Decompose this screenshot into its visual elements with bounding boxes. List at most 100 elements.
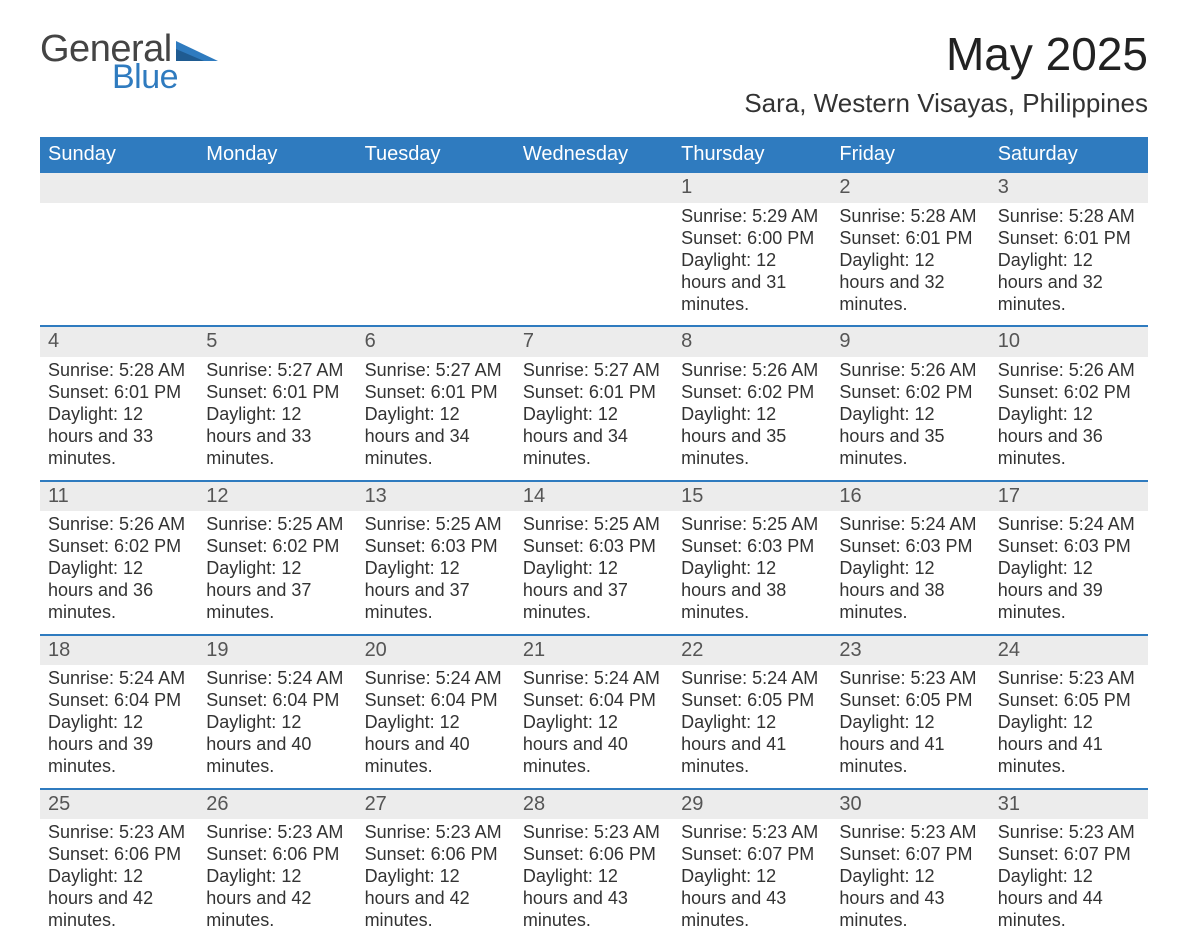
calendar-cell: 23Sunrise: 5:23 AMSunset: 6:05 PMDayligh… [831,636,989,788]
cell-body: Sunrise: 5:26 AMSunset: 6:02 PMDaylight:… [673,360,831,470]
day-number: 9 [831,327,989,356]
calendar-cell: 7Sunrise: 5:27 AMSunset: 6:01 PMDaylight… [515,327,673,479]
calendar-cell: 4 Sunrise: 5:28 AMSunset: 6:01 PMDaylight… [40,327,198,479]
sunset-line: Sunset: 6:04 PM [206,690,348,712]
calendar-header-cell: Tuesday [357,137,515,173]
daylight-line: Daylight: 12 hours and 32 minutes. [998,250,1140,316]
sunrise-line: Sunrise: 5:27 AM [523,360,665,382]
sunset-line: Sunset: 6:03 PM [365,536,507,558]
cell-body: Sunrise: 5:27 AMSunset: 6:01 PMDaylight:… [357,360,515,470]
sunrise-line: Sunrise: 5:23 AM [48,822,190,844]
cell-body: Sunrise: 5:28 AMSunset: 6:01 PMDaylight:… [990,206,1148,316]
day-number: 5 [198,327,356,356]
calendar-header-cell: Thursday [673,137,831,173]
cell-body: Sunrise: 5:24 AMSunset: 6:04 PMDaylight:… [515,668,673,778]
calendar-cell: 25 Sunrise: 5:23 AMSunset: 6:06 PMDayligh… [40,790,198,942]
calendar-cell: 19Sunrise: 5:24 AMSunset: 6:04 PMDayligh… [198,636,356,788]
calendar: SundayMondayTuesdayWednesdayThursdayFrid… [40,137,1148,942]
day-number: . [357,173,515,202]
calendar-cell: 6 Sunrise: 5:27 AMSunset: 6:01 PMDaylight… [357,327,515,479]
calendar-cell: 20Sunrise: 5:24 AMSunset: 6:04 PMDayligh… [357,636,515,788]
sunset-line: Sunset: 6:01 PM [365,382,507,404]
calendar-cell: 24 Sunrise: 5:23 AMSunset: 6:05 PMDayligh… [990,636,1148,788]
sunrise-line: Sunrise: 5:23 AM [206,822,348,844]
daylight-line: Daylight: 12 hours and 40 minutes. [365,712,507,778]
day-number: 13 [357,482,515,511]
day-number: 26 [198,790,356,819]
daylight-line: Daylight: 12 hours and 37 minutes. [206,558,348,624]
sunrise-line: Sunrise: 5:29 AM [681,206,823,228]
day-number: 4 [40,327,198,356]
sunrise-line: Sunrise: 5:23 AM [365,822,507,844]
calendar-cell: 14Sunrise: 5:25 AMSunset: 6:03 PMDayligh… [515,482,673,634]
calendar-cell: 12 Sunrise: 5:25 AMSunset: 6:02 PMDayligh… [198,482,356,634]
daylight-line: Daylight: 12 hours and 44 minutes. [998,866,1140,932]
calendar-week: 11 Sunrise: 5:26 AMSunset: 6:02 PMDayligh… [40,480,1148,634]
day-number: 30 [831,790,989,819]
page-title: May 2025 [744,30,1148,78]
sunrise-line: Sunrise: 5:23 AM [998,668,1140,690]
cell-body: Sunrise: 5:25 AMSunset: 6:02 PMDaylight:… [198,514,356,624]
cell-body: Sunrise: 5:24 AMSunset: 6:04 PMDaylight:… [357,668,515,778]
day-number: 10 [990,327,1148,356]
sunrise-line: Sunrise: 5:28 AM [48,360,190,382]
day-number: 11 [40,482,198,511]
sunset-line: Sunset: 6:01 PM [998,228,1140,250]
daylight-line: Daylight: 12 hours and 41 minutes. [998,712,1140,778]
title-block: May 2025 Sara, Western Visayas, Philippi… [744,30,1148,119]
day-number: . [515,173,673,202]
day-number: 12 [198,482,356,511]
sunrise-line: Sunrise: 5:26 AM [681,360,823,382]
daylight-line: Daylight: 12 hours and 41 minutes. [839,712,981,778]
cell-body: Sunrise: 5:28 AMSunset: 6:01 PMDaylight:… [40,360,198,470]
daylight-line: Daylight: 12 hours and 38 minutes. [839,558,981,624]
calendar-cell: 27Sunrise: 5:23 AMSunset: 6:06 PMDayligh… [357,790,515,942]
day-number: 6 [357,327,515,356]
daylight-line: Daylight: 12 hours and 35 minutes. [839,404,981,470]
sunrise-line: Sunrise: 5:23 AM [839,822,981,844]
cell-body: Sunrise: 5:23 AMSunset: 6:05 PMDaylight:… [831,668,989,778]
sunset-line: Sunset: 6:00 PM [681,228,823,250]
day-number: . [198,173,356,202]
day-number: 24 [990,636,1148,665]
cell-body: Sunrise: 5:24 AMSunset: 6:05 PMDaylight:… [673,668,831,778]
sunrise-line: Sunrise: 5:24 AM [998,514,1140,536]
daylight-line: Daylight: 12 hours and 34 minutes. [365,404,507,470]
sunset-line: Sunset: 6:06 PM [206,844,348,866]
day-number: 19 [198,636,356,665]
calendar-cell: . [40,173,198,325]
sunset-line: Sunset: 6:07 PM [839,844,981,866]
daylight-line: Daylight: 12 hours and 43 minutes. [523,866,665,932]
cell-body: Sunrise: 5:29 AMSunset: 6:00 PMDaylight:… [673,206,831,316]
daylight-line: Daylight: 12 hours and 37 minutes. [523,558,665,624]
day-number: 1 [673,173,831,202]
cell-body: Sunrise: 5:24 AMSunset: 6:03 PMDaylight:… [831,514,989,624]
calendar-cell: 5Sunrise: 5:27 AMSunset: 6:01 PMDaylight… [198,327,356,479]
cell-body: Sunrise: 5:26 AMSunset: 6:02 PMDaylight:… [40,514,198,624]
topbar: General Blue May 2025 Sara, Western Visa… [40,30,1148,119]
daylight-line: Daylight: 12 hours and 40 minutes. [523,712,665,778]
calendar-header-cell: Monday [198,137,356,173]
calendar-cell: 26Sunrise: 5:23 AMSunset: 6:06 PMDayligh… [198,790,356,942]
sunset-line: Sunset: 6:01 PM [839,228,981,250]
sunset-line: Sunset: 6:05 PM [998,690,1140,712]
daylight-line: Daylight: 12 hours and 35 minutes. [681,404,823,470]
day-number: 25 [40,790,198,819]
day-number: 28 [515,790,673,819]
cell-body: Sunrise: 5:28 AMSunset: 6:01 PMDaylight:… [831,206,989,316]
cell-body: Sunrise: 5:26 AMSunset: 6:02 PMDaylight:… [990,360,1148,470]
cell-body: Sunrise: 5:25 AMSunset: 6:03 PMDaylight:… [515,514,673,624]
day-number: 8 [673,327,831,356]
sunrise-line: Sunrise: 5:27 AM [206,360,348,382]
page: General Blue May 2025 Sara, Western Visa… [0,0,1188,918]
cell-body: Sunrise: 5:23 AMSunset: 6:06 PMDaylight:… [40,822,198,932]
daylight-line: Daylight: 12 hours and 39 minutes. [48,712,190,778]
calendar-cell: 31Sunrise: 5:23 AMSunset: 6:07 PMDayligh… [990,790,1148,942]
day-number: 7 [515,327,673,356]
sunset-line: Sunset: 6:02 PM [998,382,1140,404]
sunset-line: Sunset: 6:06 PM [365,844,507,866]
day-number: 21 [515,636,673,665]
sunset-line: Sunset: 6:02 PM [206,536,348,558]
calendar-header-row: SundayMondayTuesdayWednesdayThursdayFrid… [40,137,1148,173]
sunrise-line: Sunrise: 5:27 AM [365,360,507,382]
